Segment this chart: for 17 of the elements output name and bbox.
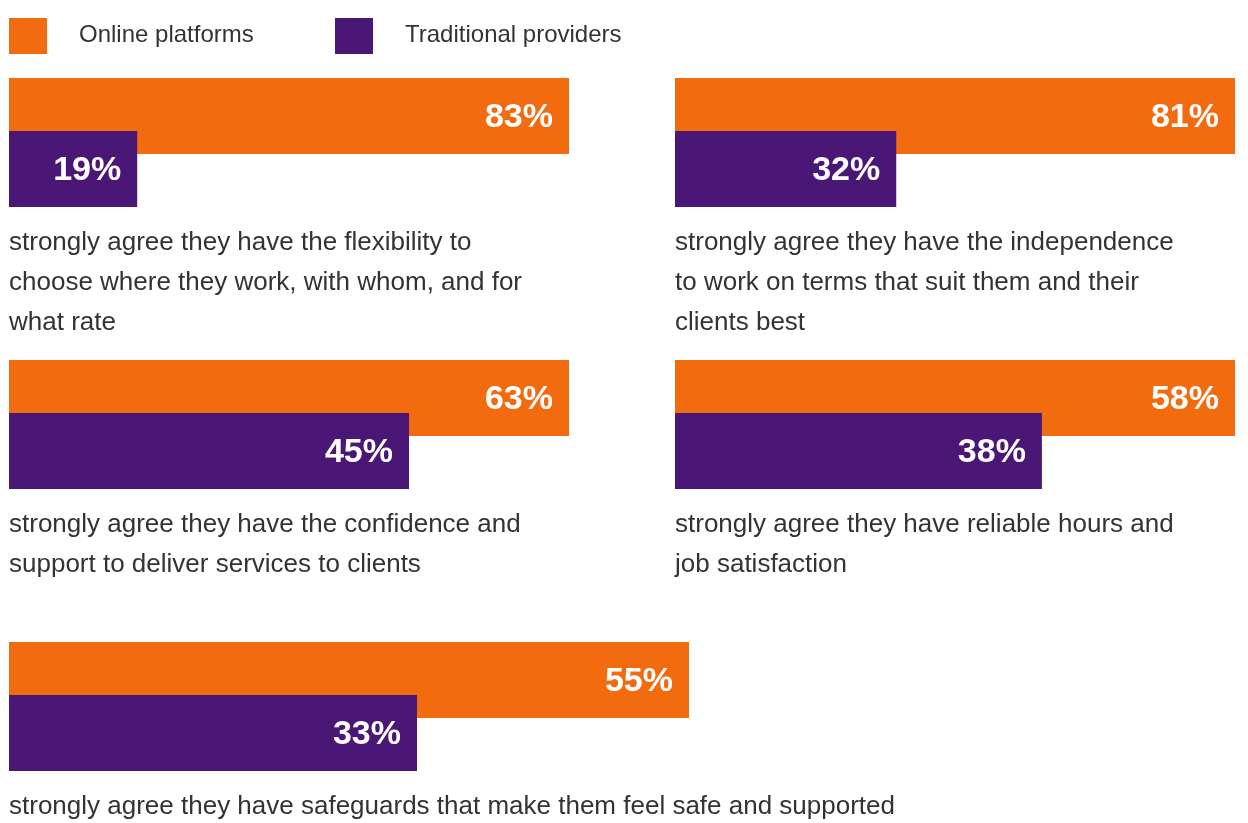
legend-label: Traditional providers [405,20,622,48]
data-label: 45% [324,430,393,469]
data-label: 55% [604,659,673,698]
data-label: 33% [332,712,401,751]
x-axis-title: strongly agree they have the confidence and support to deliver services to clients [9,508,521,578]
x-axis-title: strongly agree they have the independence to work on terms that suit them and their clients best [675,226,1174,336]
data-label: 38% [957,430,1026,469]
data-label: 32% [812,148,881,187]
legend-label: Online platforms [79,20,254,48]
data-label: 19% [53,148,122,187]
x-axis-title: strongly agree they have safeguards that make them feel safe and supported [9,790,895,820]
data-label: 81% [1150,95,1219,134]
data-label: 83% [484,95,553,134]
data-label: 63% [484,377,553,416]
x-axis-title: strongly agree they have the flexibility to choose where they work, with whom, and for what rate [8,226,523,336]
data-label: 58% [1150,377,1219,416]
x-axis-title: strongly agree they have reliable hours and job satisfaction [674,508,1174,578]
